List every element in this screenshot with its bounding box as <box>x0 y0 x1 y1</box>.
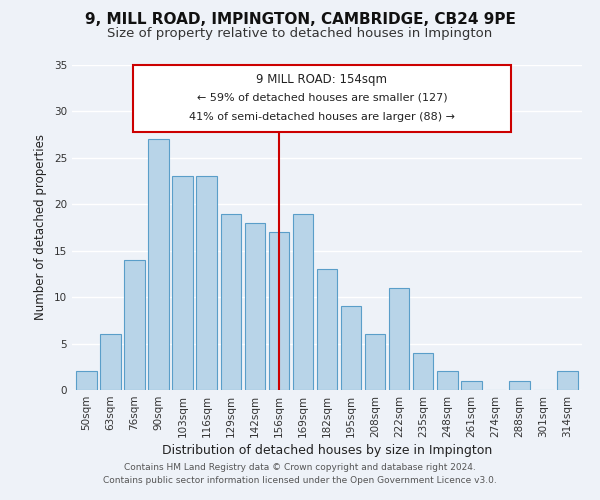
Bar <box>461 380 482 390</box>
Y-axis label: Number of detached properties: Number of detached properties <box>34 134 47 320</box>
Text: Size of property relative to detached houses in Impington: Size of property relative to detached ho… <box>107 28 493 40</box>
Bar <box>245 223 265 390</box>
FancyBboxPatch shape <box>133 65 511 132</box>
Bar <box>509 380 530 390</box>
Text: Contains public sector information licensed under the Open Government Licence v3: Contains public sector information licen… <box>103 476 497 485</box>
Bar <box>269 232 289 390</box>
Bar <box>124 260 145 390</box>
Text: 41% of semi-detached houses are larger (88) →: 41% of semi-detached houses are larger (… <box>189 112 455 122</box>
Bar <box>341 306 361 390</box>
Bar <box>293 214 313 390</box>
X-axis label: Distribution of detached houses by size in Impington: Distribution of detached houses by size … <box>162 444 492 457</box>
Bar <box>221 214 241 390</box>
Text: Contains HM Land Registry data © Crown copyright and database right 2024.: Contains HM Land Registry data © Crown c… <box>124 462 476 471</box>
Text: 9, MILL ROAD, IMPINGTON, CAMBRIDGE, CB24 9PE: 9, MILL ROAD, IMPINGTON, CAMBRIDGE, CB24… <box>85 12 515 28</box>
Bar <box>389 288 409 390</box>
Bar <box>437 372 458 390</box>
Bar <box>100 334 121 390</box>
Bar <box>317 270 337 390</box>
Bar <box>365 334 385 390</box>
Bar <box>172 176 193 390</box>
Text: ← 59% of detached houses are smaller (127): ← 59% of detached houses are smaller (12… <box>197 92 447 102</box>
Bar <box>196 176 217 390</box>
Text: 9 MILL ROAD: 154sqm: 9 MILL ROAD: 154sqm <box>256 73 388 86</box>
Bar <box>76 372 97 390</box>
Bar <box>557 372 578 390</box>
Bar <box>413 353 433 390</box>
Bar <box>148 140 169 390</box>
